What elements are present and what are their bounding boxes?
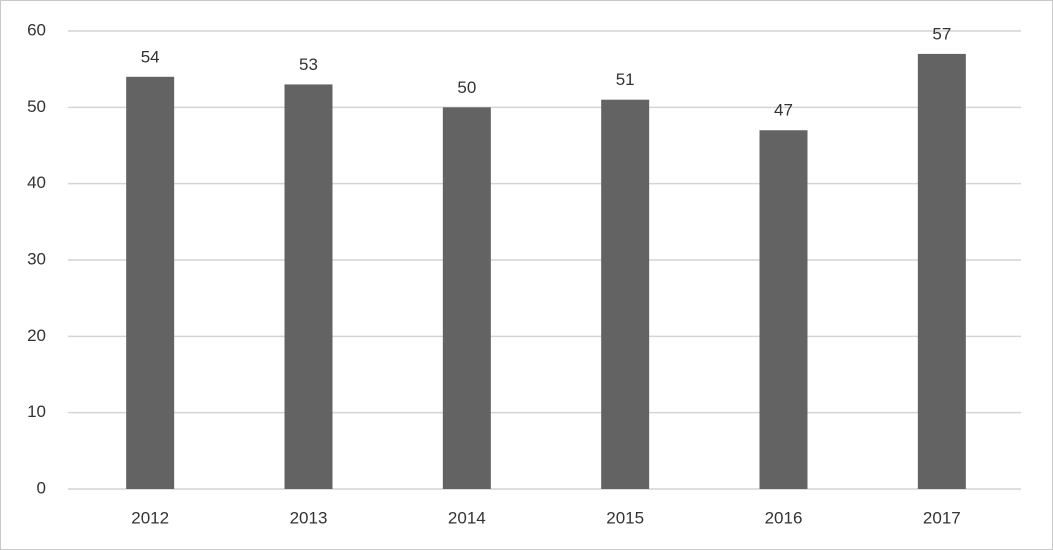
data-label: 57 — [932, 24, 951, 43]
x-tick-label: 2013 — [290, 508, 328, 527]
y-tick-label: 40 — [27, 173, 46, 192]
x-tick-label: 2014 — [448, 508, 486, 527]
bar — [442, 107, 491, 489]
x-tick-label: 2012 — [131, 508, 169, 527]
y-tick-label: 60 — [27, 20, 46, 39]
x-tick-label: 2015 — [606, 508, 644, 527]
x-tick-label: 2016 — [765, 508, 803, 527]
data-label: 50 — [457, 78, 476, 97]
data-label: 54 — [141, 47, 160, 66]
bar — [284, 84, 333, 489]
data-label: 47 — [774, 101, 793, 120]
y-tick-label: 0 — [37, 478, 46, 497]
bar — [759, 130, 808, 489]
bar — [126, 76, 175, 490]
y-tick-label: 30 — [27, 249, 46, 268]
x-tick-label: 2017 — [923, 508, 961, 527]
y-tick-label: 10 — [27, 402, 46, 421]
bar — [601, 99, 650, 489]
data-label: 51 — [616, 70, 635, 89]
bar — [917, 53, 966, 490]
y-tick-label: 50 — [27, 97, 46, 116]
y-tick-label: 20 — [27, 326, 46, 345]
data-label: 53 — [299, 55, 318, 74]
